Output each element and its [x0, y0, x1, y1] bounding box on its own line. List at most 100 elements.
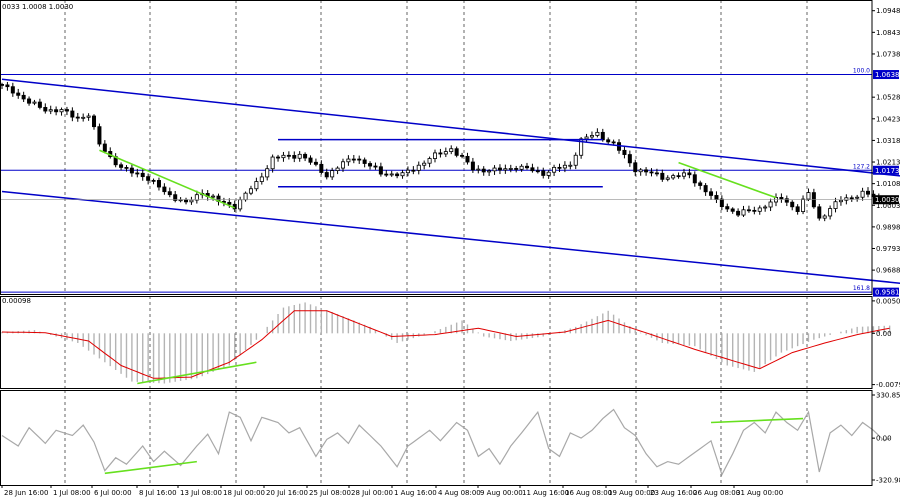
candle	[703, 183, 708, 196]
candle	[497, 164, 502, 175]
candle-body	[833, 201, 838, 209]
candle	[368, 161, 373, 170]
candle-body	[129, 167, 134, 174]
cci-divergence-line	[711, 417, 804, 424]
candle-body	[676, 175, 681, 178]
candle	[16, 88, 21, 99]
candle	[405, 166, 410, 177]
candle-body	[194, 194, 199, 201]
candle-body	[16, 92, 21, 96]
candle	[189, 196, 194, 205]
candle-body	[146, 176, 151, 181]
candle-body	[660, 172, 665, 180]
price-axis-tick-label: 1.0948	[876, 7, 900, 15]
candle	[757, 205, 762, 215]
candle	[454, 146, 459, 158]
candle-body	[184, 199, 189, 203]
candle-body	[709, 191, 714, 196]
time-axis-tick-label: 1 Aug 16:00	[394, 489, 437, 497]
candle	[335, 166, 340, 175]
candle-body	[86, 115, 91, 118]
candle-body	[411, 169, 416, 172]
candle-body	[562, 164, 567, 169]
price-axis-tick-label: 0.9688	[876, 267, 900, 275]
price-axis-tick-label: 1.0738	[876, 50, 900, 58]
candle	[59, 107, 64, 116]
candle-body	[432, 152, 437, 159]
candle-body	[102, 143, 107, 152]
candle-body	[254, 181, 259, 190]
candle-body	[584, 136, 589, 140]
candle	[746, 205, 751, 213]
candle-body	[535, 170, 540, 173]
candle-body	[362, 159, 367, 164]
candle	[557, 163, 562, 173]
candle-body	[351, 158, 356, 161]
fib-price-box	[873, 165, 899, 175]
fib-price-box-label: 0.9581	[875, 289, 900, 297]
time-axis-tick-label: 6 Jul 00:00	[94, 489, 132, 497]
candle-body	[573, 154, 578, 166]
candle	[492, 165, 497, 175]
macd-header-value: 0.00098	[2, 297, 31, 305]
candle-body	[757, 207, 762, 212]
candle-body	[427, 158, 432, 164]
candle	[860, 187, 865, 201]
candle-body	[335, 167, 340, 172]
channel-line	[1, 190, 900, 284]
time-axis-tick-label: 23 Aug 16:00	[650, 489, 697, 497]
ohlc-header: 0033 1.0008 1.0030	[2, 3, 73, 11]
candle	[849, 195, 854, 202]
candle	[92, 114, 97, 130]
candle-body	[860, 190, 865, 198]
fib-level-label: 161.8	[853, 285, 870, 292]
candle	[579, 137, 584, 159]
time-axis-tick-label: 19 Aug 00:00	[608, 489, 655, 497]
candle-body	[557, 166, 562, 169]
candle	[5, 81, 10, 91]
macd-divergence-line	[137, 361, 257, 385]
candle	[292, 151, 297, 163]
time-axis-tick-label: 11 Aug 16:00	[522, 489, 569, 497]
candle	[692, 171, 697, 187]
candle	[135, 168, 140, 178]
cci-axis-tick-label: 0.00	[876, 435, 892, 443]
candle-body	[503, 168, 508, 171]
candle	[449, 145, 454, 155]
candle-body	[806, 192, 811, 200]
candle	[378, 162, 383, 177]
candle-body	[156, 180, 161, 188]
candle-body	[70, 110, 75, 118]
time-axis-tick-label: 31 Aug 00:00	[736, 489, 783, 497]
candle	[113, 153, 118, 168]
time-axis-tick-label: 8 Jul 16:00	[139, 489, 177, 497]
candle	[562, 161, 567, 173]
candle	[530, 163, 535, 173]
candle-body	[514, 168, 519, 170]
candle	[97, 123, 102, 147]
candle-body	[752, 209, 757, 212]
candle-body	[546, 171, 551, 176]
candle-body	[622, 149, 627, 155]
candle-body	[92, 115, 97, 128]
macd-pane-frame	[0, 296, 873, 389]
price-axis-tick-label: 1.0843	[876, 29, 900, 37]
candle	[503, 164, 508, 174]
candle	[795, 204, 800, 215]
candle	[173, 190, 178, 203]
candle-body	[384, 173, 389, 176]
candle	[817, 203, 822, 221]
candle-body	[633, 162, 638, 173]
candle-body	[21, 94, 26, 100]
candle-body	[703, 185, 708, 193]
candle	[286, 151, 291, 160]
candle-body	[687, 172, 692, 176]
candle-body	[844, 197, 849, 201]
candle-body	[476, 168, 481, 171]
candle	[64, 106, 69, 116]
candle-body	[297, 153, 302, 159]
candle-body	[173, 194, 178, 201]
candle-body	[373, 165, 378, 168]
candle-body	[779, 197, 784, 200]
